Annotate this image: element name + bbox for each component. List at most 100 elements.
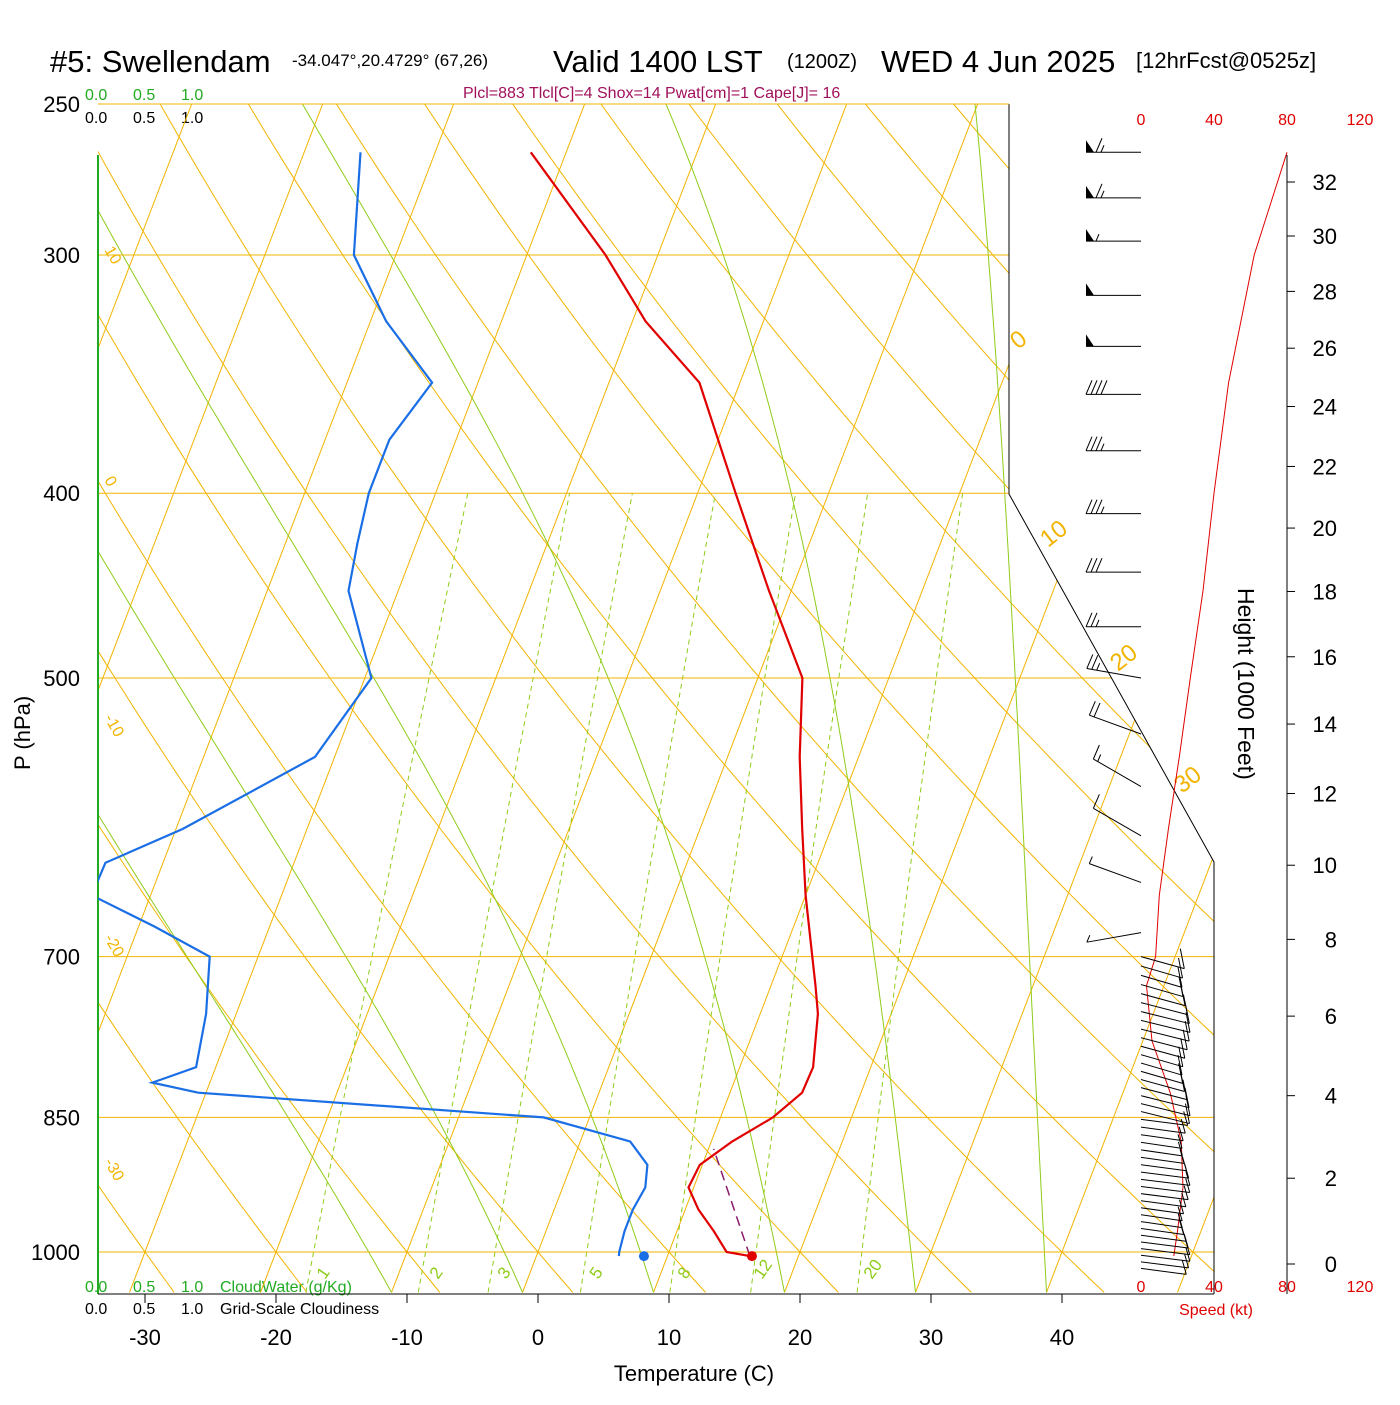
mixing-ratio-label: 20	[860, 1256, 886, 1282]
speed-label: Speed (kt)	[1179, 1302, 1253, 1319]
surface-dewpoint-point	[639, 1251, 649, 1261]
cloudiness-tick: 0.5	[133, 1301, 155, 1318]
wind-barb	[1141, 1030, 1187, 1050]
x-tick-label: 20	[788, 1325, 812, 1350]
wind-barb	[1141, 1127, 1183, 1141]
wind-barb	[1141, 1149, 1184, 1163]
speed-tick: 0	[1137, 1279, 1146, 1296]
mixing-ratio-line	[418, 493, 569, 1292]
mixing-ratio-label: 3	[494, 1264, 515, 1283]
isotherm-label: 10	[101, 244, 125, 268]
speed-tick: 0	[1137, 112, 1146, 129]
cloud-scale-bottom: 0.0 0.5 1.0 CloudWater (g/Kg) 0.0 0.5 1.…	[85, 1279, 379, 1318]
isotherm-label: 0	[101, 474, 120, 490]
speed-tick: 120	[1347, 112, 1374, 129]
sounding-params: Plcl=883 Tlcl[C]=4 Shox=14 Pwat[cm]=1 Ca…	[463, 85, 840, 102]
cloudwater-tick: 1.0	[181, 1279, 203, 1296]
wind-barb	[1141, 1021, 1189, 1041]
isotherm-label: -20	[101, 932, 127, 961]
valid-time: Valid 1400 LST	[553, 44, 763, 79]
dry-adiabat-line	[1187, 70, 1400, 1292]
dry-adiabat-line	[0, 70, 573, 1292]
dry-adiabat-line	[490, 70, 1400, 1292]
wind-barb	[1141, 1157, 1186, 1171]
x-axis-label: Temperature (C)	[614, 1361, 774, 1386]
cloudiness-tick: 0.0	[85, 110, 107, 127]
speed-tick: 40	[1205, 1279, 1223, 1296]
dewpoint-profile	[92, 152, 648, 1256]
cloudiness-label: Grid-Scale Cloudiness	[220, 1301, 379, 1318]
wind-barb	[1141, 949, 1184, 969]
y-tick-label: 850	[43, 1105, 80, 1130]
speed-tick: 120	[1347, 1279, 1374, 1296]
y-tick-label: 400	[43, 481, 80, 506]
location-coords: -34.047°,20.4729° (67,26)	[292, 51, 488, 70]
cloudiness-tick: 1.0	[181, 1301, 203, 1318]
wind-barb	[1141, 958, 1183, 978]
mixing-ratio-line	[857, 493, 963, 1292]
dry-adiabat-line	[1361, 70, 1400, 1292]
mixing-ratio-line	[751, 493, 868, 1292]
panel-mask	[1009, 104, 1214, 862]
zulu-time: (1200Z)	[787, 51, 857, 73]
x-tick-label: -10	[391, 1325, 423, 1350]
height-tick-label: 12	[1313, 782, 1337, 807]
cloudwater-tick: 0.5	[133, 87, 155, 104]
wind-barb	[1087, 933, 1141, 943]
y-tick-label: 500	[43, 666, 80, 691]
height-tick-label: 2	[1325, 1166, 1337, 1191]
mixing-ratio-label: 5	[586, 1264, 607, 1283]
cloudiness-tick: 0.0	[85, 1301, 107, 1318]
height-tick-label: 10	[1313, 853, 1337, 878]
height-tick-label: 14	[1313, 712, 1337, 737]
cloudwater-tick: 0.0	[85, 87, 107, 104]
height-tick-label: 0	[1325, 1252, 1337, 1277]
wind-barb	[1141, 1047, 1183, 1067]
dry-adiabat-line	[141, 70, 1104, 1292]
dry-adiabat-line	[1274, 70, 1400, 1292]
cloudwater-tick: 0.0	[85, 1279, 107, 1296]
isotherm-line	[392, 70, 860, 1292]
isotherm-line	[1309, 70, 1400, 1292]
x-tick-label: 0	[532, 1325, 544, 1350]
x-tick-label: 10	[657, 1325, 681, 1350]
isotherm-label: -30	[101, 1156, 127, 1185]
height-tick-label: 18	[1313, 579, 1337, 604]
dry-adiabat-line	[0, 70, 174, 1292]
speed-tick: 80	[1278, 112, 1296, 129]
mixing-ratio-label: 8	[674, 1264, 695, 1283]
cloudiness-tick: 0.5	[133, 110, 155, 127]
height-tick-label: 22	[1313, 454, 1337, 479]
mixing-ratio-line	[306, 493, 468, 1292]
x-tick-label: -20	[260, 1325, 292, 1350]
height-tick-label: 4	[1325, 1084, 1337, 1109]
wind-barb	[1093, 794, 1141, 836]
moist-adiabat-line	[283, 70, 785, 1292]
height-tick-label: 20	[1313, 516, 1337, 541]
cloudwater-tick: 1.0	[181, 87, 203, 104]
height-tick-label: 6	[1325, 1004, 1337, 1029]
cloudwater-label: CloudWater (g/Kg)	[220, 1279, 352, 1296]
y-tick-label: 300	[43, 243, 80, 268]
height-axis-label: Height (1000 Feet)	[1233, 588, 1259, 780]
height-tick-label: 24	[1313, 395, 1337, 420]
dry-adiabat-line	[0, 70, 41, 1292]
wind-barb	[1141, 1134, 1182, 1148]
y-tick-label: 700	[43, 945, 80, 970]
y-axis-label: P (hPa)	[10, 696, 35, 770]
height-tick-label: 30	[1313, 224, 1337, 249]
height-tick-label: 28	[1313, 279, 1337, 304]
x-tick-label: 30	[919, 1325, 943, 1350]
chart-title: #5: Swellendam	[50, 44, 271, 79]
dry-adiabat-line	[54, 70, 971, 1292]
surface-temperature-point	[747, 1251, 757, 1261]
x-tick-label: 40	[1050, 1325, 1074, 1350]
height-tick-label: 26	[1313, 336, 1337, 361]
y-tick-label: 1000	[31, 1240, 80, 1265]
height-tick-label: 32	[1313, 170, 1337, 195]
speed-tick: 40	[1205, 112, 1223, 129]
isotherm-label: -10	[101, 712, 127, 741]
height-tick-label: 8	[1325, 927, 1337, 952]
